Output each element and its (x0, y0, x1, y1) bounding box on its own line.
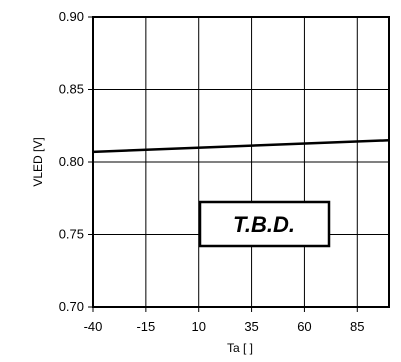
y-tick-label: 0.80 (59, 154, 84, 169)
y-tick-label: 0.85 (59, 82, 84, 97)
x-tick-label: 35 (244, 319, 258, 334)
y-tick-label: 0.75 (59, 227, 84, 242)
x-tick-label: -15 (136, 319, 155, 334)
series-layer (92, 139, 390, 154)
tbd-label: T.B.D. (233, 212, 295, 237)
series-line (92, 139, 390, 154)
tbd-box (198, 200, 331, 248)
tbd-annotation: T.B.D. (198, 200, 331, 248)
x-tick-label: -40 (84, 319, 103, 334)
x-tick-labels: -40 -15 10 35 60 85 (84, 319, 365, 334)
x-tick-label: 60 (297, 319, 311, 334)
y-axis-label: VLED [V] (31, 137, 45, 186)
y-tick-label: 0.90 (59, 9, 84, 24)
y-tick-label: 0.70 (59, 299, 84, 314)
x-axis-label: Ta [ ] (227, 341, 253, 355)
grid-lines (93, 17, 389, 307)
tick-marks (88, 16, 358, 312)
x-tick-label: 85 (350, 319, 364, 334)
x-tick-label: 10 (191, 319, 205, 334)
y-tick-labels: 0.70 0.75 0.80 0.85 0.90 (59, 9, 84, 314)
